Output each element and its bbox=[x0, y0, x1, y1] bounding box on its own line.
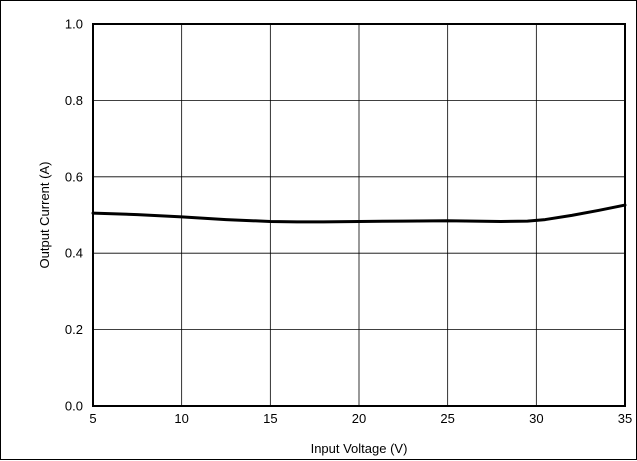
x-tick-label: 5 bbox=[89, 411, 96, 426]
y-tick-label: 0.6 bbox=[65, 169, 83, 184]
y-axis-label: Output Current (A) bbox=[37, 162, 52, 269]
x-tick-label: 30 bbox=[529, 411, 543, 426]
x-tick-labels: 5 10 15 20 25 30 35 bbox=[89, 411, 632, 426]
y-tick-label: 0.8 bbox=[65, 93, 83, 108]
x-tick-label: 25 bbox=[440, 411, 454, 426]
x-tick-label: 35 bbox=[618, 411, 632, 426]
y-tick-label: 1.0 bbox=[65, 17, 83, 32]
series-line bbox=[91, 203, 627, 224]
x-tick-label: 10 bbox=[174, 411, 188, 426]
y-tick-label: 0.0 bbox=[65, 399, 83, 414]
series-layer bbox=[91, 203, 627, 224]
plot-area-border bbox=[92, 23, 626, 407]
x-tick-label: 15 bbox=[263, 411, 277, 426]
y-tick-label: 0.4 bbox=[65, 246, 83, 261]
x-tick-label: 20 bbox=[352, 411, 366, 426]
y-tick-label: 0.2 bbox=[65, 322, 83, 337]
y-tick-labels: 0.0 0.2 0.4 0.6 0.8 1.0 bbox=[65, 17, 83, 414]
x-axis-label: Input Voltage (V) bbox=[311, 441, 408, 456]
